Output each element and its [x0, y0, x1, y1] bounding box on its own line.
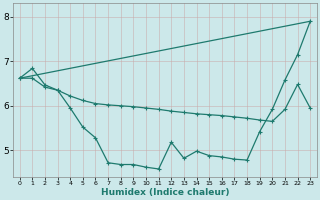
X-axis label: Humidex (Indice chaleur): Humidex (Indice chaleur): [101, 188, 229, 197]
